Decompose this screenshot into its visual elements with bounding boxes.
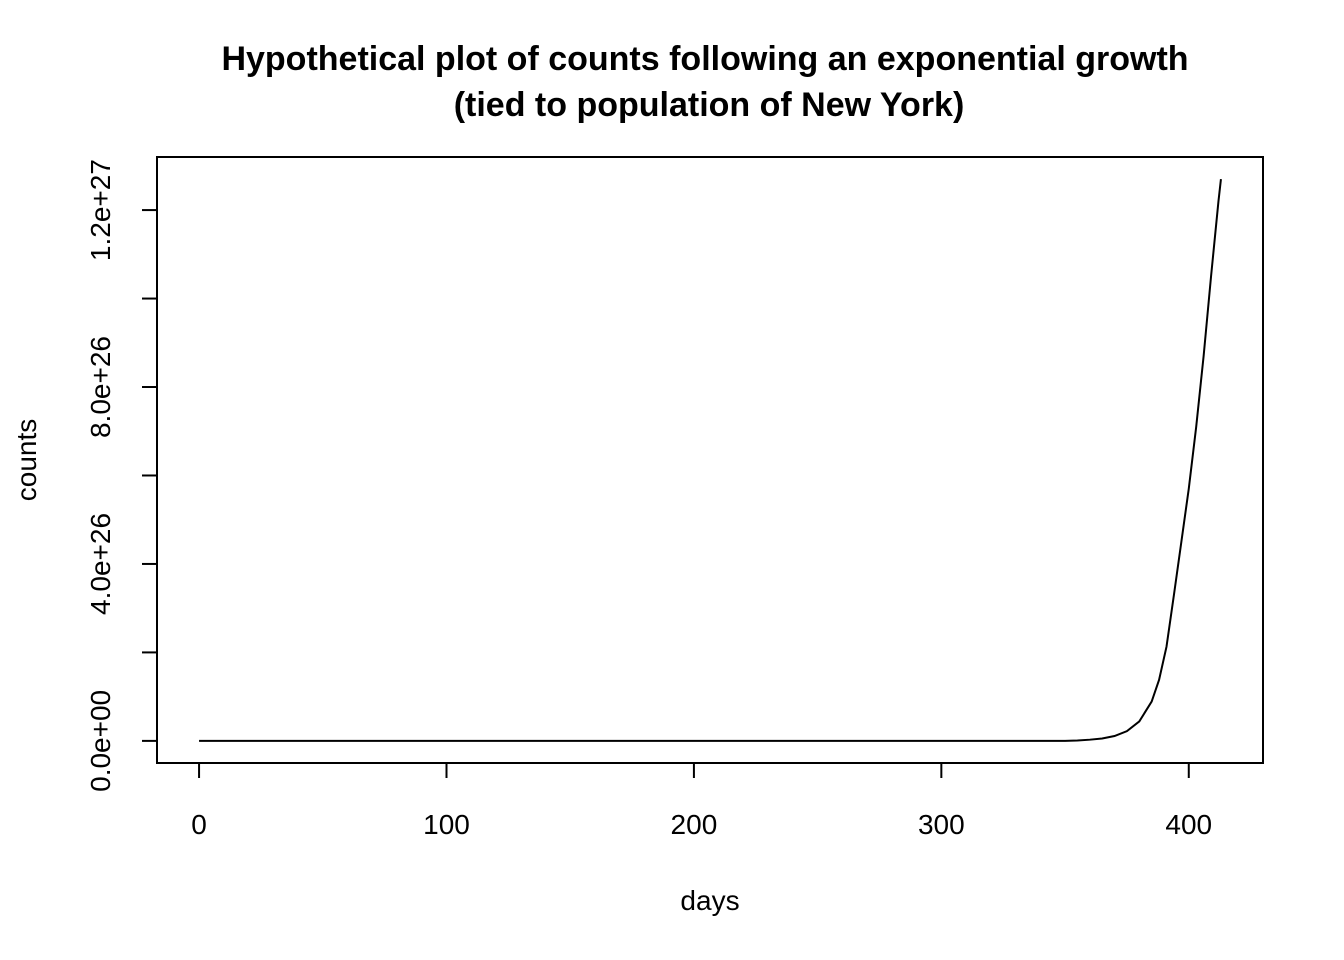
y-tick-label: 1.2e+27 <box>85 159 116 261</box>
y-tick-label: 0.0e+00 <box>85 690 116 792</box>
plot-frame <box>156 156 1264 764</box>
x-axis: 0 100 200 300 400 <box>191 762 1212 840</box>
x-axis-label: days <box>680 885 739 916</box>
y-axis: 0.0e+00 4.0e+26 8.0e+26 1.2e+27 <box>85 159 158 792</box>
chart-title: Hypothetical plot of counts following an… <box>221 40 1188 78</box>
x-tick-label: 300 <box>918 809 965 840</box>
x-tick-label: 0 <box>191 809 207 840</box>
y-axis-label: counts <box>11 419 42 502</box>
x-tick-label: 100 <box>423 809 470 840</box>
chart-subtitle: (tied to population of New York) <box>454 86 965 124</box>
x-tick-label: 200 <box>671 809 718 840</box>
x-tick-label: 400 <box>1165 809 1212 840</box>
series-line <box>199 179 1222 742</box>
y-tick-label: 4.0e+26 <box>85 513 116 615</box>
y-tick-label: 8.0e+26 <box>85 336 116 438</box>
